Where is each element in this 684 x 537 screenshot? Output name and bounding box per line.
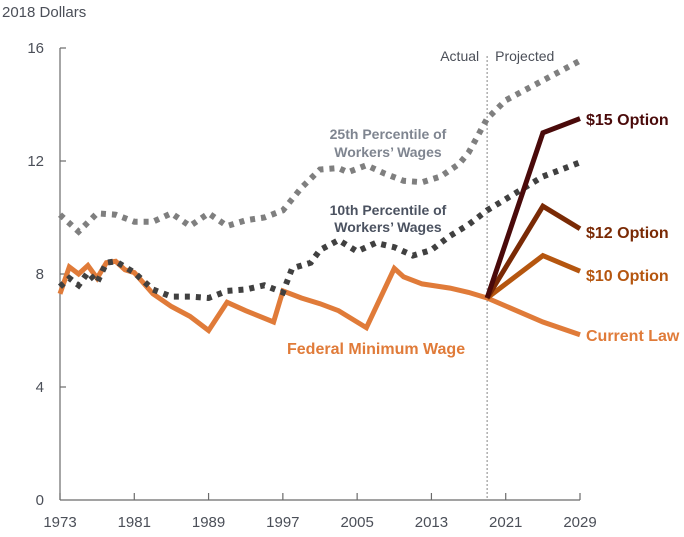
x-tick-label: 2021: [489, 514, 522, 531]
y-tick-label: 0: [36, 492, 44, 509]
label-15-option: $15 Option: [586, 112, 669, 129]
actual-label: Actual: [440, 48, 479, 64]
actual-projected-divider: Actual Projected: [440, 48, 554, 500]
projected-label: Projected: [495, 48, 554, 64]
y-tick-label: 4: [36, 379, 44, 396]
series-line-10-option: [485, 252, 581, 300]
x-tick-label: 1981: [118, 514, 151, 531]
label-10th-percentile-line2: Workers’ Wages: [334, 219, 442, 235]
x-tick-label: 2029: [563, 514, 596, 531]
y-tick-label: 8: [36, 266, 44, 283]
x-tick-label: 2013: [415, 514, 448, 531]
y-tick-label: 12: [27, 153, 44, 170]
label-10-option: $10 Option: [586, 268, 669, 285]
x-tick-label: 1989: [192, 514, 225, 531]
series-line-10th-percentile-of-workers-wages: [57, 159, 582, 302]
label-federal-minimum-wage: Federal Minimum Wage: [287, 341, 465, 358]
label-12-option: $12 Option: [586, 225, 669, 242]
series-line-15-option: [484, 116, 581, 299]
label-25th-percentile-line1: 25th Percentile of: [330, 126, 447, 142]
label-current-law: Current Law: [586, 328, 680, 345]
y-tick-label: 16: [27, 40, 44, 57]
y-axis-unit-label: 2018 Dollars: [2, 4, 86, 21]
series-line-12-option: [484, 202, 582, 300]
series-line-federal-minimum-wage: [57, 258, 488, 335]
label-25th-percentile-line2: Workers’ Wages: [334, 144, 442, 160]
x-tick-label: 1973: [43, 514, 76, 531]
series-labels: 25th Percentile of Workers’ Wages 10th P…: [287, 112, 680, 358]
x-ticks: 1973 1981 1989 1997 2005 2013 2021 2029: [43, 493, 597, 531]
series-line-25th-percentile-of-workers-wages: [57, 58, 582, 236]
series-line-current-law: [486, 295, 581, 338]
x-tick-label: 2005: [340, 514, 373, 531]
x-tick-label: 1997: [266, 514, 299, 531]
y-ticks: 0 4 8 12 16: [27, 40, 66, 509]
label-10th-percentile-line1: 10th Percentile of: [330, 202, 447, 218]
series-layer: [57, 58, 582, 338]
